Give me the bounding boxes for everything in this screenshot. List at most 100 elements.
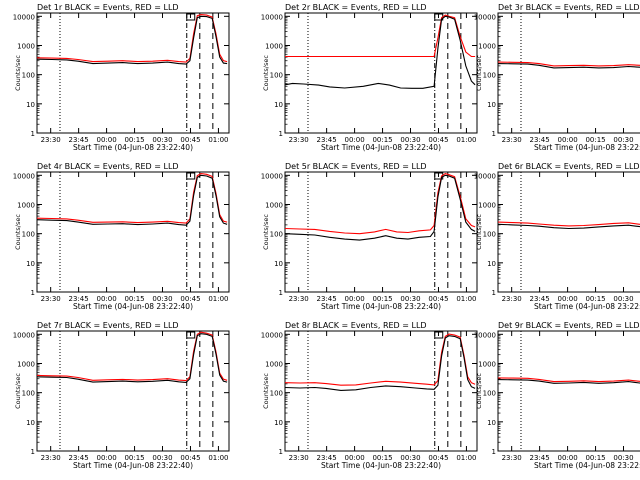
x-tick-label: 00:00 [96, 295, 116, 303]
y-tick-label: 10000 [261, 172, 283, 180]
y-tick-label: 10 [26, 260, 35, 268]
y-tick-label: 10 [487, 101, 496, 109]
x-axis-label: Start Time (04-Jun-08 23:22:40) [321, 461, 441, 470]
events-series-line [37, 333, 228, 383]
x-tick-label: 23:45 [530, 295, 550, 303]
chart-title: Det 7r BLACK = Events, RED = LLD [37, 321, 179, 330]
chart-title: Det 4r BLACK = Events, RED = LLD [37, 162, 179, 171]
y-axis-label: Counts/sec [475, 373, 483, 409]
y-tick-label: 1 [279, 289, 283, 297]
x-axis-label: Start Time (04-Jun-08 23:22:40) [534, 143, 640, 152]
plot-frame [284, 171, 478, 293]
y-tick-label: 10 [487, 419, 496, 427]
x-tick-label: 23:30 [289, 454, 309, 462]
x-tick-label: 01:00 [208, 136, 228, 144]
chart-panel: Det 1r BLACK = Events, RED = LLD 1 10 100 10… [13, 3, 230, 152]
y-tick-label: 1000 [478, 42, 496, 50]
x-tick-label: 00:45 [180, 454, 200, 462]
events-series-line [285, 15, 476, 89]
lld-series-line [37, 14, 228, 63]
y-tick-label: 100 [270, 390, 283, 398]
y-tick-label: 1 [279, 448, 283, 456]
y-tick-label: 1 [31, 448, 35, 456]
x-tick-label: 01:00 [456, 136, 476, 144]
lld-series-line [498, 61, 640, 67]
events-series-line [498, 379, 640, 384]
x-tick-label: 00:00 [96, 136, 116, 144]
x-tick-label: 00:15 [585, 454, 605, 462]
y-tick-label: 10000 [474, 172, 496, 180]
y-tick-label: 100 [22, 390, 35, 398]
peak-marker-box [186, 172, 196, 180]
x-axis-label: Start Time (04-Jun-08 23:22:40) [73, 461, 193, 470]
x-tick-label: 00:00 [96, 454, 116, 462]
y-tick-label: 100 [22, 231, 35, 239]
x-tick-label: 01:00 [456, 295, 476, 303]
chart-panel: Det 7r BLACK = Events, RED = LLD 1 10 100 10… [13, 321, 230, 470]
y-tick-label: 100 [22, 72, 35, 80]
chart-panel: Det 9r BLACK = Events, RED = LLD 1 10 100 10… [474, 321, 640, 470]
x-tick-label: 01:00 [208, 295, 228, 303]
x-tick-label: 00:30 [400, 295, 420, 303]
y-tick-label: 1 [492, 448, 496, 456]
y-axis-label: Counts/sec [14, 55, 22, 91]
peak-marker-box [186, 13, 196, 21]
lld-series-line [285, 333, 476, 386]
chart-panel: Det 6r BLACK = Events, RED = LLD 1 10 100 10… [474, 162, 640, 311]
x-tick-label: 23:45 [317, 295, 337, 303]
x-tick-label: 00:15 [124, 136, 144, 144]
x-tick-label: 23:30 [41, 136, 61, 144]
x-tick-label: 00:15 [585, 136, 605, 144]
lld-series-line [498, 377, 640, 383]
chart-panel: Det 5r BLACK = Events, RED = LLD 1 10 100 10… [261, 162, 478, 311]
x-tick-label: 00:45 [428, 295, 448, 303]
y-tick-label: 1000 [265, 360, 283, 368]
lld-series-line [285, 173, 476, 235]
plot-frame [36, 330, 230, 452]
x-tick-label: 00:15 [372, 136, 392, 144]
events-series-line [285, 335, 476, 391]
x-tick-label: 00:30 [152, 454, 172, 462]
y-tick-label: 1 [31, 289, 35, 297]
x-tick-label: 23:45 [69, 295, 89, 303]
x-tick-label: 23:30 [41, 295, 61, 303]
x-tick-label: 01:00 [208, 454, 228, 462]
x-axis-label: Start Time (04-Jun-08 23:22:40) [321, 143, 441, 152]
y-tick-label: 1000 [17, 42, 35, 50]
peak-marker-box [434, 172, 444, 180]
x-tick-label: 00:15 [124, 295, 144, 303]
x-tick-label: 00:00 [344, 295, 364, 303]
y-tick-label: 1 [279, 130, 283, 138]
y-tick-label: 10000 [261, 331, 283, 339]
chart-title: Det 3r BLACK = Events, RED = LLD [498, 3, 640, 12]
chart-title: Det 6r BLACK = Events, RED = LLD [498, 162, 640, 171]
plot-frame [284, 12, 478, 134]
y-tick-label: 10000 [261, 13, 283, 21]
y-tick-label: 1000 [478, 360, 496, 368]
x-tick-label: 23:30 [289, 295, 309, 303]
x-tick-label: 23:45 [317, 136, 337, 144]
x-tick-label: 00:30 [400, 454, 420, 462]
plot-frame [36, 171, 230, 293]
x-tick-label: 23:30 [502, 136, 522, 144]
lld-series-line [37, 173, 228, 224]
x-tick-label: 00:00 [557, 295, 577, 303]
events-series-line [498, 63, 640, 69]
y-tick-label: 10000 [474, 331, 496, 339]
y-tick-label: 10 [26, 101, 35, 109]
chart-panel: Det 4r BLACK = Events, RED = LLD 1 10 100 10… [13, 162, 230, 311]
x-tick-label: 00:45 [180, 136, 200, 144]
peak-marker-box [434, 331, 444, 339]
y-tick-label: 1000 [17, 360, 35, 368]
lld-series-line [498, 221, 640, 227]
y-tick-label: 100 [270, 231, 283, 239]
plot-frame [497, 171, 640, 293]
x-tick-label: 23:45 [530, 136, 550, 144]
x-axis-label: Start Time (04-Jun-08 23:22:40) [73, 143, 193, 152]
plot-frame [497, 12, 640, 134]
x-tick-label: 23:45 [317, 454, 337, 462]
events-series-line [285, 174, 476, 241]
x-tick-label: 23:30 [502, 454, 522, 462]
y-tick-label: 1000 [265, 201, 283, 209]
